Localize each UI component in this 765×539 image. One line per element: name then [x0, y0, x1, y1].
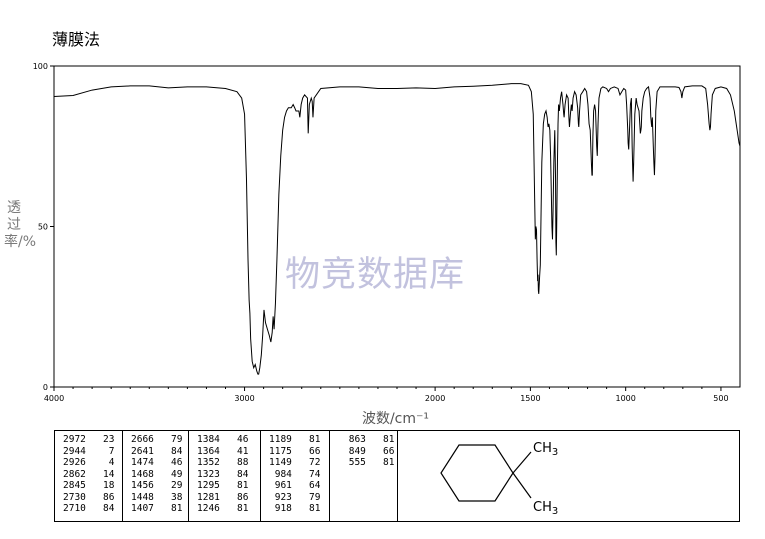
peak-row: 1407 81 [131, 503, 183, 514]
peak-row: 863 81 [343, 434, 395, 445]
plot-frame [53, 65, 741, 388]
peak-row: 1448 38 [131, 491, 183, 503]
peak-row: 1352 88 [197, 457, 249, 468]
peak-row: 2862 14 [63, 468, 115, 480]
x-tick-label: 4000 [44, 394, 64, 403]
x-tick-label: 3000 [234, 394, 254, 403]
peak-row: 1246 81 [197, 503, 249, 514]
table-divider [329, 431, 330, 521]
peak-column: 2666 79 2641 84 1474 46 1468 49 1456 29 1448 … [131, 434, 182, 515]
structure-panel: CH3 CH3 [397, 430, 740, 522]
peak-row: 1323 84 [197, 468, 249, 480]
methyl-bond-top [512, 451, 532, 474]
peak-row: 1175 66 [269, 445, 321, 457]
peak-row: 2710 84 [63, 503, 115, 514]
x-tick-label: 500 [713, 394, 728, 403]
sample-method-title: 薄膜法 [52, 30, 101, 49]
x-tick-label: 1000 [615, 394, 635, 403]
y-tick-label: 100 [33, 62, 48, 71]
peak-row: 1474 46 [131, 457, 183, 468]
methyl-label-bottom: CH3 [533, 500, 558, 517]
peak-row: 1456 29 [131, 480, 183, 491]
peak-row: 1295 81 [197, 480, 249, 491]
peak-row: 1468 49 [131, 468, 183, 480]
peak-row: 849 66 [343, 445, 395, 457]
molecule-structure-diagram: CH3 CH3 [440, 441, 558, 517]
y-tick-label: 0 [43, 383, 48, 392]
peak-row: 555 81 [343, 457, 395, 468]
transmittance-series-line [53, 83, 741, 375]
y-axis-label: 透过率/% [4, 200, 37, 250]
peak-row: 1364 41 [197, 445, 249, 457]
peak-row: 961 64 [269, 480, 321, 491]
peak-column: 863 81 849 66 555 81 [343, 434, 395, 469]
y-tick-label: 50 [38, 223, 48, 232]
peak-column: 1384 46 1364 41 1352 88 1323 84 1295 81 1281 … [197, 434, 248, 515]
tick-layer: 4000 3000 2000 1500 1000 500 0 50 100 [33, 62, 729, 403]
peak-row: 2641 84 [131, 445, 183, 457]
peak-row: 1149 72 [269, 457, 321, 468]
peak-row: 2944 7 [63, 445, 115, 457]
methyl-bond-bottom [512, 472, 532, 499]
ir-spectrum-chart: 4000 3000 2000 1500 1000 500 0 50 100 [33, 62, 741, 403]
methyl-label-top: CH3 [533, 441, 558, 458]
peak-row: 2926 4 [63, 457, 115, 468]
peak-row: 918 81 [269, 503, 321, 514]
cyclohexane-ring [440, 444, 514, 502]
peak-row: 1384 46 [197, 434, 249, 445]
peak-row: 1281 86 [197, 491, 249, 503]
peak-row: 1189 81 [269, 434, 321, 445]
peak-row: 2666 79 [131, 434, 183, 445]
x-axis-label-row: 波数/cm⁻¹ [0, 408, 765, 428]
peak-row: 984 74 [269, 468, 321, 480]
peak-row: 2845 18 [63, 480, 115, 491]
peak-row: 923 79 [269, 491, 321, 503]
x-tick-label: 1500 [520, 394, 540, 403]
peak-column: 2972 23 2944 7 2926 4 2862 14 2845 18 2730 86… [63, 434, 114, 515]
table-divider [122, 431, 123, 521]
peak-table: 2972 23 2944 7 2926 4 2862 14 2845 18 2730 86… [54, 430, 398, 522]
watermark-text: 物竞数据库 [285, 255, 466, 295]
table-divider [188, 431, 189, 521]
peak-column: 1189 81 1175 66 1149 72 984 74 961 64 923 … [269, 434, 320, 515]
peak-row: 2730 86 [63, 491, 115, 503]
table-divider [260, 431, 261, 521]
x-tick-label: 2000 [425, 394, 445, 403]
peak-row: 2972 23 [63, 434, 115, 445]
x-axis-label: 波数/cm⁻¹ [361, 411, 430, 427]
